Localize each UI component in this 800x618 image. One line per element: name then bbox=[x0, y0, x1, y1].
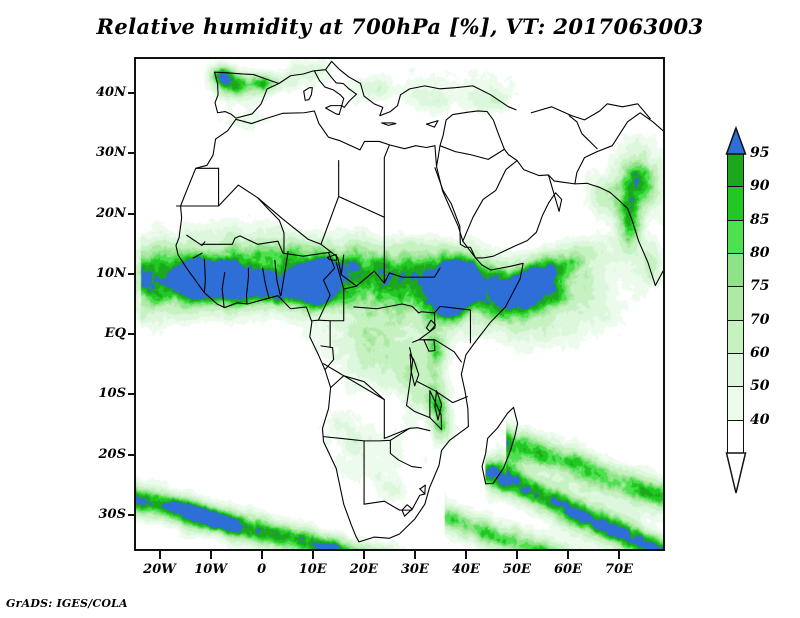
y-axis-tick bbox=[128, 453, 136, 456]
x-axis-label: 20E bbox=[349, 562, 378, 577]
x-axis-tick bbox=[158, 551, 161, 559]
colorbar-band bbox=[728, 220, 743, 254]
x-axis-tick bbox=[566, 551, 569, 559]
credit-text: GrADS: IGES/COLA bbox=[6, 597, 128, 610]
colorbar-band bbox=[728, 420, 743, 454]
y-axis-tick bbox=[128, 212, 136, 215]
x-axis-tick bbox=[618, 551, 621, 559]
colorbar-band bbox=[728, 287, 743, 321]
colorbar-band bbox=[728, 187, 743, 221]
y-axis-label: 40N bbox=[96, 85, 126, 101]
colorbar-tick-label: 90 bbox=[750, 178, 770, 195]
y-axis-tick bbox=[128, 333, 136, 336]
x-axis-tick bbox=[209, 551, 212, 559]
colorbar-band bbox=[728, 387, 743, 421]
y-axis-label: 20S bbox=[98, 446, 126, 462]
colorbar-tick-label: 50 bbox=[750, 378, 770, 395]
y-axis-label: 10N bbox=[96, 265, 126, 281]
y-axis-tick bbox=[128, 513, 136, 516]
colorbar-band bbox=[728, 154, 743, 188]
y-axis-label: 30S bbox=[98, 506, 126, 522]
y-axis-tick bbox=[128, 393, 136, 396]
colorbar-tick-label: 85 bbox=[750, 211, 770, 228]
x-axis-tick bbox=[515, 551, 518, 559]
colorbar bbox=[727, 153, 744, 454]
page-title: Relative humidity at 700hPa [%], VT: 201… bbox=[96, 14, 704, 39]
colorbar-band bbox=[728, 254, 743, 288]
x-axis-label: 30E bbox=[400, 562, 429, 577]
x-axis-label: 40E bbox=[451, 562, 480, 577]
x-axis-label: 10W bbox=[194, 562, 227, 577]
colorbar-tick-label: 40 bbox=[750, 411, 770, 428]
colorbar-below-min-arrow bbox=[726, 453, 744, 493]
x-axis-tick bbox=[311, 551, 314, 559]
colorbar-band bbox=[728, 320, 743, 354]
x-axis-tick bbox=[260, 551, 263, 559]
y-axis-label: 20N bbox=[96, 205, 126, 221]
coastline-overlay bbox=[175, 60, 663, 543]
map-plot-area bbox=[134, 57, 665, 551]
x-axis-tick bbox=[413, 551, 416, 559]
x-axis-label: 20W bbox=[143, 562, 176, 577]
x-axis-tick bbox=[464, 551, 467, 559]
x-axis-tick bbox=[362, 551, 365, 559]
x-axis-label: 10E bbox=[298, 562, 327, 577]
x-axis-label: 0 bbox=[257, 562, 267, 577]
colorbar-tick-label: 95 bbox=[750, 145, 770, 161]
colorbar-above-max-arrow bbox=[726, 128, 744, 154]
colorbar-band bbox=[728, 354, 743, 388]
colorbar-tick-label: 70 bbox=[750, 311, 770, 328]
y-axis-label: 30N bbox=[96, 145, 126, 161]
y-axis-label: 10S bbox=[98, 386, 126, 402]
y-axis-tick bbox=[128, 152, 136, 155]
colorbar-tick-label: 60 bbox=[750, 345, 770, 361]
x-axis-label: 70E bbox=[605, 562, 634, 577]
colorbar-tick-label: 75 bbox=[750, 278, 770, 295]
colorbar-tick-label: 80 bbox=[750, 245, 770, 261]
y-axis-label: EQ bbox=[104, 326, 126, 342]
x-axis-label: 50E bbox=[502, 562, 531, 577]
x-axis-label: 60E bbox=[553, 562, 582, 577]
y-axis-tick bbox=[128, 92, 136, 95]
y-axis-tick bbox=[128, 272, 136, 275]
